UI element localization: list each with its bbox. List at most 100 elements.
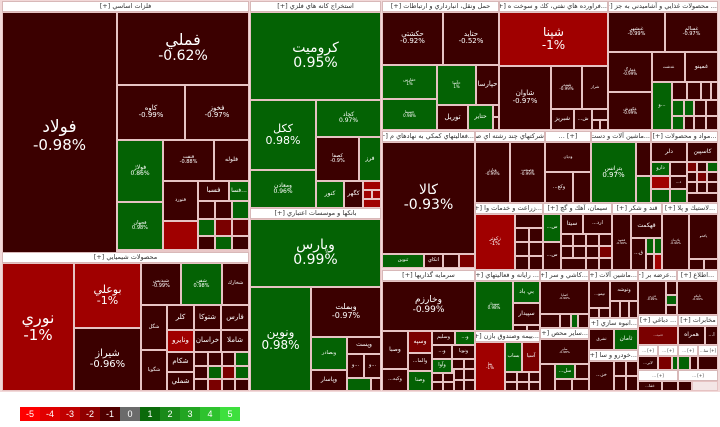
sector-header-utilities[interactable]: ...عرضه بر [+] bbox=[638, 270, 677, 281]
tile-misc2-a[interactable] bbox=[658, 356, 672, 370]
tile-mach-s5[interactable] bbox=[599, 308, 610, 318]
tile-tooril[interactable]: توريل bbox=[437, 105, 468, 130]
tile-trans-s2[interactable] bbox=[493, 117, 499, 130]
tile-sayer-s2[interactable] bbox=[575, 364, 589, 379]
tile-htayr[interactable]: حتاير bbox=[468, 105, 493, 130]
tile-food-s9[interactable] bbox=[672, 116, 684, 130]
tile-sayer2[interactable]: ...سل bbox=[555, 364, 575, 379]
tile-vb1[interactable]: و... bbox=[347, 354, 364, 378]
tile-ag-s4[interactable] bbox=[515, 242, 529, 256]
tile-fars[interactable]: فارس bbox=[221, 305, 249, 330]
tile-shomli[interactable]: شملي bbox=[167, 372, 194, 391]
tile-sayer-s4[interactable] bbox=[572, 379, 589, 391]
tile-ins-s6[interactable] bbox=[529, 382, 540, 391]
tile-ore-s2[interactable] bbox=[363, 190, 372, 199]
tile-food-s1[interactable] bbox=[672, 82, 687, 100]
tile-femeli[interactable]: فملي -0.62% bbox=[117, 12, 249, 85]
tile-ag-s6[interactable] bbox=[515, 256, 529, 270]
sector-header-investments[interactable]: سرمايه گذاريها [+] bbox=[382, 270, 475, 281]
tile-shgooya[interactable]: شگويا bbox=[141, 350, 167, 391]
tile-ph-s12[interactable] bbox=[697, 182, 707, 193]
tile-hfars[interactable]: حفارس 1% bbox=[382, 65, 437, 99]
tile-folaj[interactable]: فولاژ 0.86% bbox=[117, 140, 163, 202]
tile-shsh[interactable]: ...ش bbox=[574, 109, 592, 130]
tile-btrans[interactable]: بترانس 0.97% bbox=[591, 142, 636, 203]
tile-sx1[interactable]: ...س bbox=[543, 214, 561, 242]
tile-vpasar[interactable]: وپاسار bbox=[311, 370, 347, 391]
tile-kashi-s3[interactable] bbox=[571, 314, 578, 328]
tile-ghsalem[interactable]: غسالم -0.97% bbox=[665, 12, 718, 52]
tile-inv-s2[interactable] bbox=[464, 359, 475, 369]
tile-sita[interactable]: سيتا bbox=[561, 214, 583, 234]
sector-header-machinery-hand[interactable]: ...ماشين آلات و دست [+] bbox=[591, 131, 651, 142]
tile-ins-s2[interactable] bbox=[517, 372, 529, 382]
tile-ghdasht[interactable]: غدشت bbox=[652, 52, 685, 82]
tile-kroomit[interactable]: كروميت 0.95% bbox=[250, 12, 381, 100]
tile-cem-s8[interactable] bbox=[599, 246, 612, 258]
tile-chem-s8[interactable] bbox=[235, 366, 249, 379]
tile-ph-s1[interactable] bbox=[670, 162, 687, 176]
sector-header-pharma[interactable]: ...مواد و محصولات [+] bbox=[651, 131, 718, 142]
tile-shavan[interactable]: شاوان -0.97% bbox=[499, 66, 551, 130]
tile-small-7[interactable] bbox=[232, 219, 249, 236]
tile-misc4-a[interactable] bbox=[698, 356, 718, 370]
tile-ag-s3[interactable] bbox=[529, 228, 543, 242]
tile-vsader[interactable]: وبصادر bbox=[311, 337, 347, 370]
tile-sug-s4[interactable] bbox=[654, 254, 662, 270]
tile-mach-s3[interactable] bbox=[629, 301, 638, 318]
tile-vmaaden[interactable]: ومعادن 0.96% bbox=[250, 170, 316, 208]
sector-header-food[interactable]: ... محصولات غذايي و آشاميدني به جز [+] bbox=[608, 1, 718, 12]
tile-sayer-s3[interactable] bbox=[555, 379, 572, 391]
tile-rub-s1[interactable] bbox=[689, 259, 704, 270]
tile-trans-s1[interactable] bbox=[493, 105, 499, 117]
sector-header-banks[interactable]: بانكها و موسسات اعتباري [+] bbox=[250, 208, 381, 219]
tile-shpna[interactable]: شپنا -1% bbox=[499, 12, 608, 66]
tile-cem-s9[interactable] bbox=[561, 258, 586, 270]
tile-aux-s1[interactable] bbox=[443, 254, 459, 268]
tile-asia[interactable]: آسيا bbox=[522, 342, 540, 372]
tile-kave[interactable]: كاوه -0.99% bbox=[117, 85, 185, 140]
tile-mh-s1[interactable] bbox=[636, 142, 651, 176]
sector-header-misc-3[interactable]: [+] ... bbox=[678, 345, 698, 356]
tile-pet-s1[interactable] bbox=[592, 109, 608, 120]
tile-ghbshahr[interactable]: غبشهر -0.99% bbox=[608, 12, 665, 52]
tile-cem-s11[interactable] bbox=[599, 258, 612, 270]
tile-pk1[interactable]: پكرمان -0.99% bbox=[662, 214, 689, 270]
tile-mashin1[interactable]: ...تپمو bbox=[589, 281, 610, 308]
tile-small-2[interactable] bbox=[198, 201, 215, 219]
tile-vava[interactable]: وآوا bbox=[432, 359, 452, 373]
tile-ghmarg[interactable]: غمارگ -0.99% bbox=[608, 52, 652, 92]
tile-small-5[interactable] bbox=[198, 219, 215, 236]
tile-rub-s2[interactable] bbox=[704, 259, 718, 270]
tile-small-8[interactable] bbox=[198, 236, 215, 250]
sector-header-transport[interactable]: حمل ونقل، انبارداري و ارتباطات [+] bbox=[382, 1, 499, 12]
tile-shamla[interactable]: شاملا bbox=[221, 330, 249, 352]
tile-zkosar[interactable]: زكوثر -1% bbox=[475, 214, 515, 270]
tile-vpars[interactable]: وپارس 0.99% bbox=[250, 219, 381, 287]
sector-header-cement[interactable]: سيمان، آهك و گچ [+] bbox=[543, 203, 612, 214]
tile-vsepah[interactable]: وسپه bbox=[408, 331, 432, 353]
tile-ag-s5[interactable] bbox=[529, 242, 543, 256]
tile-chem-s4[interactable] bbox=[235, 352, 249, 366]
tile-inv-s4[interactable] bbox=[443, 373, 454, 382]
sector-header-machinery[interactable]: ...ماشين آلات [+] bbox=[589, 270, 638, 281]
tile-vpost[interactable]: وپست bbox=[347, 337, 381, 354]
tile-ph-s3[interactable] bbox=[697, 162, 707, 172]
tile-fajahan[interactable]: فجهان 0.98% bbox=[117, 202, 163, 250]
tile-ghmino[interactable]: غمينو bbox=[685, 52, 718, 82]
tile-daroo[interactable]: دارو bbox=[651, 162, 670, 176]
tile-inv-s6[interactable] bbox=[464, 369, 475, 380]
sector-header-leather[interactable]: ... دباغي [+] bbox=[638, 315, 678, 326]
tile-ph-s14[interactable] bbox=[687, 193, 718, 203]
tile-mokh2[interactable]: ...ا bbox=[705, 326, 718, 345]
tile-dx[interactable]: ...د bbox=[670, 176, 687, 189]
tile-ins-s3[interactable] bbox=[529, 372, 540, 382]
tile-chem-s1[interactable] bbox=[194, 352, 208, 366]
sector-header-misc-2[interactable]: [+] ... bbox=[658, 345, 678, 356]
tile-vnovin[interactable]: ونوين 0.98% bbox=[250, 287, 311, 391]
tile-hamrah[interactable]: همراه bbox=[678, 326, 705, 345]
tile-vx2[interactable]: ...و bbox=[432, 345, 452, 359]
tile-mach-s1[interactable] bbox=[610, 301, 620, 318]
sector-header-basic-metals[interactable]: فلزات اساسي [+] bbox=[2, 1, 249, 12]
tile-sanovin[interactable]: ثنوين bbox=[382, 254, 424, 268]
